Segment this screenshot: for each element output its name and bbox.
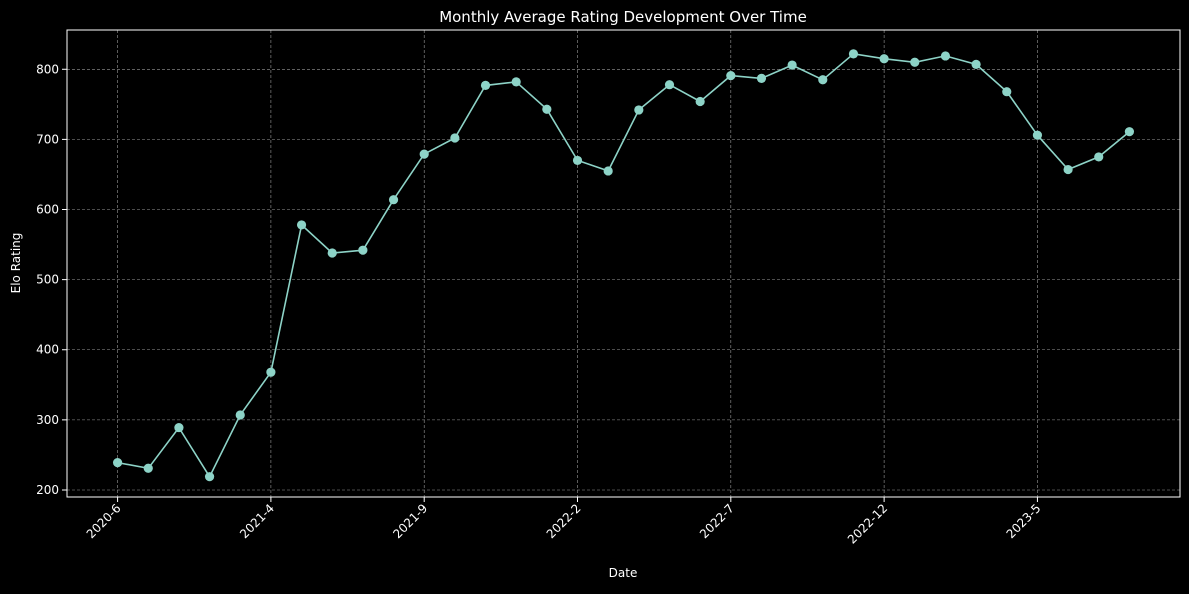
axes [66, 29, 1181, 498]
data-point [1063, 164, 1073, 175]
data-point [940, 51, 951, 61]
grid-lines [67, 30, 1180, 497]
data-point [327, 248, 337, 258]
data-point [726, 70, 736, 81]
data-point [910, 57, 920, 67]
data-point [358, 245, 368, 255]
data-point [388, 195, 399, 205]
data-point [143, 463, 153, 473]
data-point [419, 149, 429, 159]
y-tick-label: 500 [36, 273, 59, 287]
chart-title: Monthly Average Rating Development Over … [439, 8, 807, 26]
ticks: 200 300 400 500 600 700 800 2020-6 2021-4 2021-9 2… [36, 62, 1043, 546]
data-point [174, 422, 184, 433]
data-point [664, 80, 675, 90]
x-tick-label: 2022-2 [544, 501, 584, 541]
x-tick-label: 2021-9 [390, 501, 430, 541]
data-point [450, 133, 460, 143]
y-axis-label: Elo Rating [9, 233, 23, 294]
y-tick-label: 800 [36, 62, 59, 76]
data-point [511, 77, 521, 87]
data-point [572, 155, 583, 166]
y-tick-label: 300 [36, 413, 59, 427]
data-point [971, 59, 981, 69]
data-point [695, 96, 705, 107]
series-rating [112, 49, 1135, 482]
data-point [266, 367, 276, 377]
y-tick-label: 400 [36, 343, 59, 357]
data-point [1094, 152, 1104, 162]
data-point [480, 80, 491, 90]
y-tick-label: 700 [36, 132, 59, 146]
data-point [1124, 127, 1135, 137]
data-point [235, 410, 245, 420]
x-axis-label: Date [609, 566, 638, 580]
x-tick-label: 2021-4 [237, 501, 277, 541]
x-tick-label: 2022-7 [697, 501, 737, 541]
data-point [634, 105, 644, 115]
data-point [112, 458, 123, 468]
data-point [542, 104, 552, 114]
data-point [1032, 130, 1043, 140]
data-point [787, 60, 797, 70]
x-tick-label: 2023-5 [1004, 501, 1044, 541]
x-tick-label: 2020-6 [84, 501, 124, 541]
y-tick-label: 600 [36, 203, 59, 217]
data-point [204, 472, 215, 482]
data-point [756, 73, 767, 83]
data-point [848, 49, 859, 59]
x-tick-label: 2022-12 [845, 501, 890, 546]
data-point [1002, 87, 1012, 97]
series-line [117, 52, 1130, 479]
plot-frame [66, 29, 1181, 498]
data-point [603, 166, 613, 176]
data-point [879, 54, 889, 64]
data-point [296, 220, 307, 230]
data-point [818, 75, 828, 85]
y-tick-label: 200 [36, 483, 59, 497]
